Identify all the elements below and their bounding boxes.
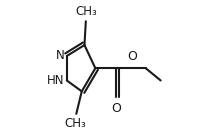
Text: HN: HN (47, 74, 64, 87)
Text: CH₃: CH₃ (64, 116, 86, 130)
Text: CH₃: CH₃ (75, 5, 97, 18)
Text: O: O (111, 102, 121, 115)
Text: O: O (128, 50, 137, 64)
Text: N: N (56, 49, 64, 62)
